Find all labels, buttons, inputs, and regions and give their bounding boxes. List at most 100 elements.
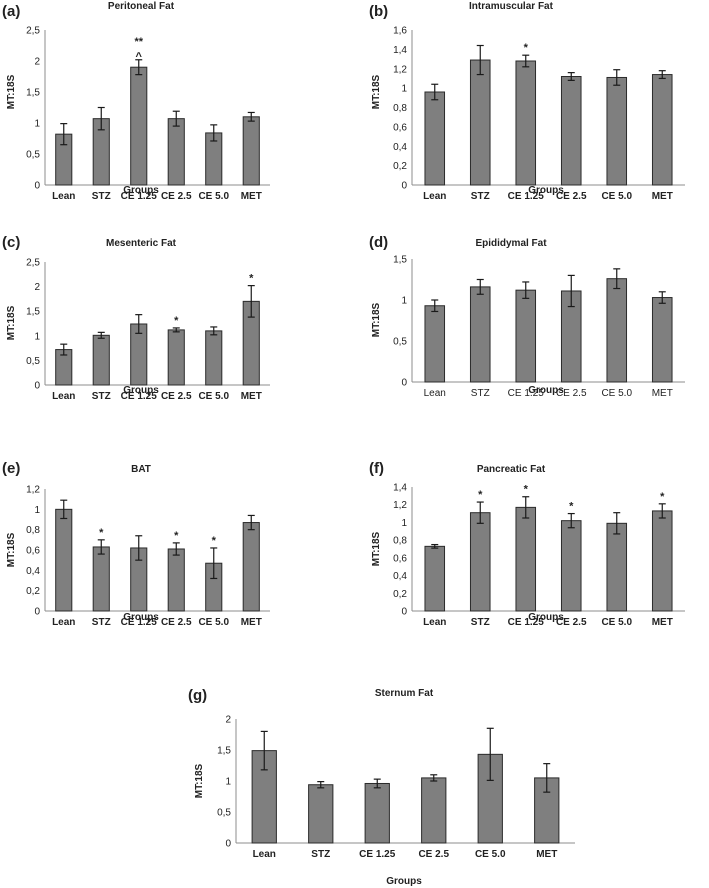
- x-tick-label: MET: [652, 191, 673, 202]
- chart-panel-7: (g) Sternum Fat 0 0,5 1 1,5 2 Lean STZ CE 1.25 CE …: [188, 687, 575, 887]
- y-tick-label: 0,5: [26, 356, 40, 367]
- x-tick-label: CE 5.0: [475, 849, 506, 860]
- chart-panel-2: (b) Intramuscular Fat 0 0,2 0,4 0,6 0,8 1 1,2 1,4…: [369, 1, 685, 202]
- x-tick-label: CE 2.5: [161, 391, 192, 402]
- x-tick-label: STZ: [471, 388, 490, 399]
- bar-ce-2-5: [560, 520, 582, 612]
- y-axis-title: MT:18S: [6, 532, 17, 567]
- x-axis-title: Groups: [123, 612, 159, 623]
- x-tick-label: STZ: [92, 617, 111, 628]
- x-tick-label: Lean: [52, 391, 75, 402]
- panel-letter: (e): [2, 460, 20, 477]
- y-tick-label: 1: [34, 505, 40, 516]
- x-tick-label: CE 1.25: [508, 617, 545, 628]
- y-tick-label: 0,4: [26, 566, 40, 577]
- bar-ce-1-25: [515, 506, 537, 612]
- y-tick-label: 0,2: [26, 586, 40, 597]
- y-tick-label: 1,5: [393, 255, 407, 266]
- y-tick-label: 0,5: [217, 808, 231, 819]
- y-tick-label: 0,4: [393, 571, 407, 582]
- panel-letter: (d): [369, 234, 388, 251]
- x-tick-label: MET: [241, 191, 262, 202]
- significance-marker: *: [174, 530, 179, 542]
- y-tick-label: 0: [401, 607, 407, 618]
- x-axis-title: Groups: [528, 612, 564, 623]
- chart-title: Intramuscular Fat: [469, 1, 554, 12]
- x-tick-label: CE 2.5: [556, 388, 587, 399]
- chart-panel-3: (c) Mesenteric Fat 0 0,5 1 1,5 2 2,5 Lean STZ CE 1…: [2, 234, 270, 402]
- x-axis-title: Groups: [386, 876, 422, 887]
- y-axis-title: MT:18S: [194, 763, 205, 798]
- x-tick-label: Lean: [52, 191, 75, 202]
- x-tick-label: CE 2.5: [556, 617, 587, 628]
- y-tick-label: 0,6: [393, 122, 407, 133]
- x-tick-label: CE 2.5: [556, 191, 587, 202]
- y-tick-label: 1: [225, 777, 231, 788]
- significance-marker: *: [478, 489, 483, 501]
- bar-ce-1-25: [515, 289, 537, 383]
- x-tick-label: CE 1.25: [508, 388, 545, 399]
- y-tick-label: 1: [401, 518, 407, 529]
- x-tick-label: MET: [241, 391, 262, 402]
- significance-marker: *: [660, 491, 665, 503]
- bar-lean: [424, 545, 446, 612]
- x-tick-label: CE 2.5: [161, 191, 192, 202]
- y-tick-label: 2: [225, 715, 231, 726]
- bar-ce-5-0: [205, 330, 223, 386]
- x-tick-label: CE 2.5: [418, 849, 449, 860]
- y-tick-label: 1: [401, 296, 407, 307]
- x-tick-label: Lean: [424, 388, 446, 399]
- y-tick-label: 0: [34, 181, 40, 192]
- x-tick-label: CE 2.5: [161, 617, 192, 628]
- bar-met: [651, 297, 673, 383]
- y-tick-label: 0,8: [26, 525, 40, 536]
- y-tick-label: 1,2: [26, 485, 40, 496]
- x-axis-title: Groups: [528, 385, 564, 396]
- chart-panel-5: (e) BAT 0 0,2 0,4 0,6 0,8 1 1,2 Lean * STZ CE 1.25 * C…: [2, 460, 270, 628]
- y-tick-label: 1: [401, 84, 407, 95]
- bar-stz: [92, 546, 110, 612]
- bar-stz: [92, 334, 110, 386]
- chart-title: Sternum Fat: [375, 688, 434, 699]
- chart-title: Peritoneal Fat: [108, 1, 175, 12]
- bar-lean: [55, 508, 73, 612]
- x-tick-label: CE 5.0: [601, 191, 632, 202]
- y-tick-label: 0,6: [393, 553, 407, 564]
- bar-ce-2-5: [167, 329, 185, 386]
- y-tick-label: 1,4: [393, 45, 407, 56]
- chart-panel-6: (f) Pancreatic Fat 0 0,2 0,4 0,6 0,8 1 1,2 1,4 Lea…: [369, 460, 685, 628]
- x-axis-title: Groups: [123, 385, 159, 396]
- bar-ce-2-5: [167, 118, 185, 186]
- x-tick-label: Lean: [423, 191, 446, 202]
- bar-ce-1-25: [364, 782, 390, 844]
- x-tick-label: CE 5.0: [601, 617, 632, 628]
- bar-ce-5-0: [606, 278, 628, 383]
- x-tick-label: CE 1.25: [121, 191, 158, 202]
- significance-marker: *: [524, 484, 529, 496]
- significance-marker: **: [134, 36, 143, 48]
- chart-title: Mesenteric Fat: [106, 238, 177, 249]
- chart-panel-1: (a) Peritoneal Fat 0 0,5 1 1,5 2 2,5 Lean STZ ** ^ C…: [2, 1, 270, 202]
- bar-ce-2-5: [167, 548, 185, 612]
- y-tick-label: 1,5: [26, 307, 40, 318]
- x-tick-label: CE 1.25: [121, 391, 158, 402]
- chart-title: BAT: [131, 464, 151, 475]
- bar-met: [651, 74, 673, 186]
- x-tick-label: CE 5.0: [198, 617, 229, 628]
- bar-met: [242, 116, 260, 186]
- y-tick-label: 0: [401, 181, 407, 192]
- y-tick-label: 0: [225, 839, 231, 850]
- x-tick-label: STZ: [311, 849, 330, 860]
- x-tick-label: CE 5.0: [601, 388, 632, 399]
- x-tick-label: CE 1.25: [121, 617, 158, 628]
- y-tick-label: 0,8: [393, 103, 407, 114]
- bar-ce-1-25: [130, 66, 148, 186]
- significance-marker: *: [99, 527, 104, 539]
- significance-marker: *: [174, 315, 179, 327]
- y-tick-label: 0,4: [393, 142, 407, 153]
- significance-marker: *: [249, 273, 254, 285]
- x-tick-label: Lean: [253, 849, 276, 860]
- significance-marker: *: [524, 42, 529, 54]
- x-tick-label: CE 1.25: [359, 849, 396, 860]
